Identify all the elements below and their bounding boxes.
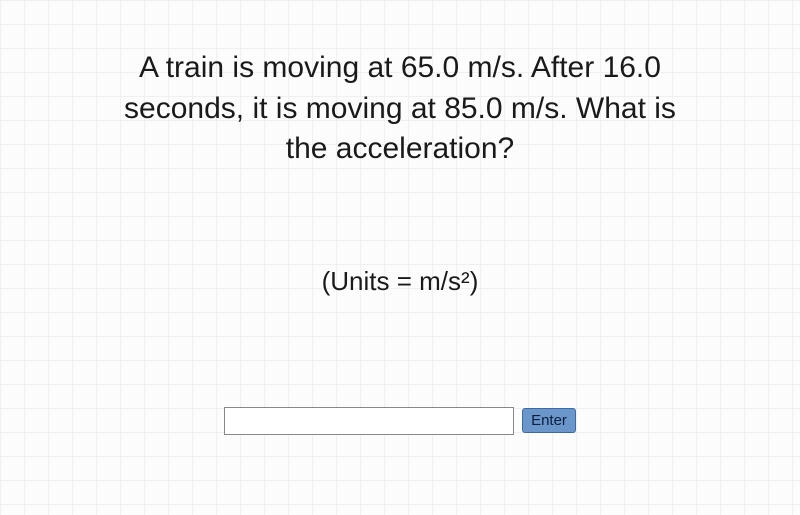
answer-input[interactable] [224, 407, 514, 435]
units-hint: (Units = m/s²) [322, 266, 479, 297]
enter-button[interactable]: Enter [522, 408, 576, 433]
answer-row: Enter [224, 407, 576, 435]
question-text: A train is moving at 65.0 m/s. After 16.… [120, 48, 680, 170]
